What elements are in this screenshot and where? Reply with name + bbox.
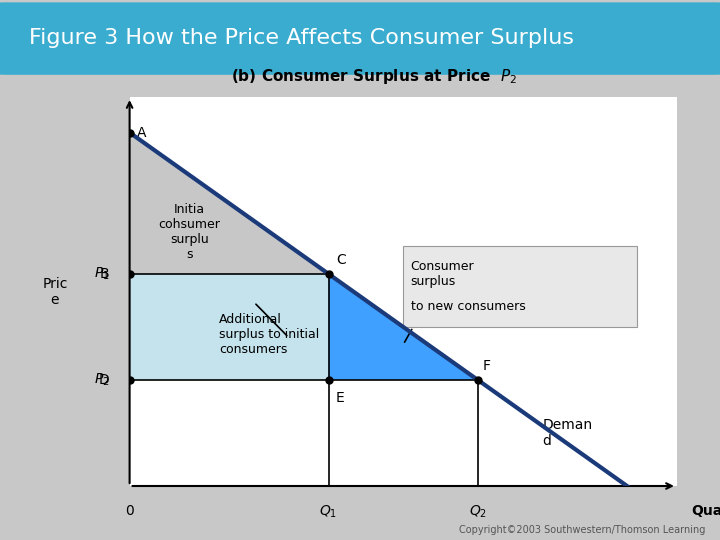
Text: B: B — [100, 267, 109, 281]
Text: $P_1$: $P_1$ — [94, 266, 109, 282]
Polygon shape — [130, 274, 328, 380]
Polygon shape — [328, 274, 478, 380]
Text: C: C — [336, 253, 346, 267]
Text: Quantity: Quantity — [692, 504, 720, 518]
Text: A: A — [137, 125, 147, 139]
Text: Consumer
surplus: Consumer surplus — [410, 260, 474, 288]
Text: 0: 0 — [125, 504, 134, 518]
FancyBboxPatch shape — [0, 3, 720, 74]
Text: E: E — [336, 390, 345, 404]
Text: $Q_2$: $Q_2$ — [469, 504, 487, 520]
Text: to new consumers: to new consumers — [410, 300, 526, 313]
Text: $P_2$: $P_2$ — [94, 372, 109, 388]
Text: Copyright©2003 Southwestern/Thomson Learning: Copyright©2003 Southwestern/Thomson Lear… — [459, 524, 706, 535]
FancyBboxPatch shape — [403, 246, 637, 327]
Polygon shape — [130, 132, 328, 274]
Text: $Q_1$: $Q_1$ — [320, 504, 338, 520]
Text: (b) Consumer Surplus at Price  $P_2$: (b) Consumer Surplus at Price $P_2$ — [231, 68, 518, 86]
Text: F: F — [483, 359, 491, 373]
Text: D: D — [99, 373, 109, 387]
Text: Additional
surplus to initial
consumers: Additional surplus to initial consumers — [219, 313, 320, 355]
Text: Deman
d: Deman d — [542, 418, 593, 448]
Text: Pric
e: Pric e — [42, 276, 68, 307]
Text: Figure 3 How the Price Affects Consumer Surplus: Figure 3 How the Price Affects Consumer … — [29, 28, 574, 48]
Text: Initia
cohsumer
surplu
s: Initia cohsumer surplu s — [158, 202, 220, 260]
